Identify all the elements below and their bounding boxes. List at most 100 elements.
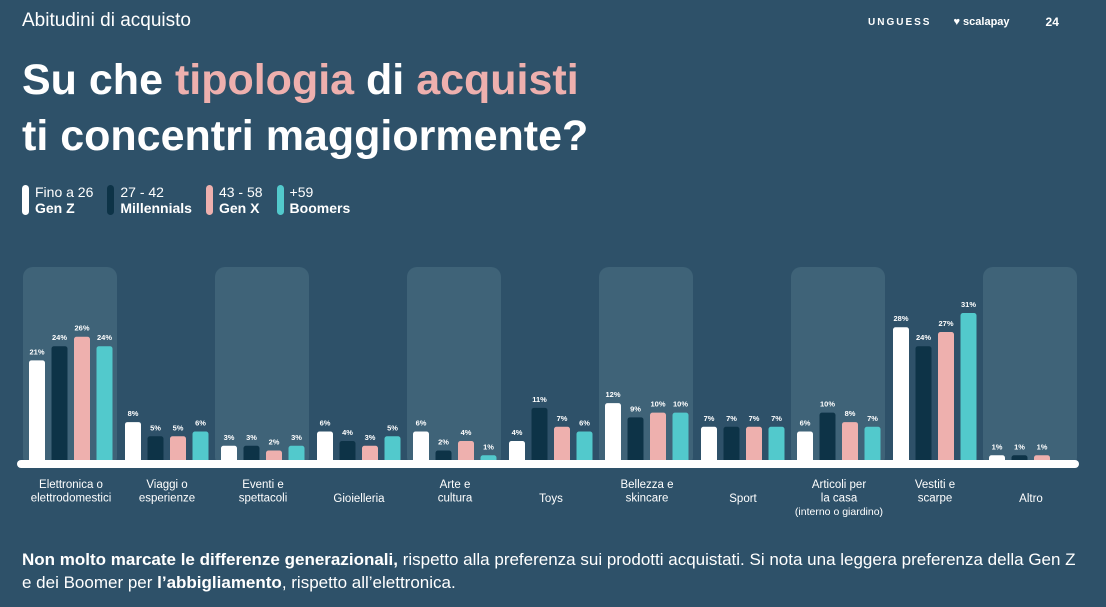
title-line-2: ti concentri maggiormente? <box>22 112 589 160</box>
bar <box>746 426 762 464</box>
bar <box>723 426 740 464</box>
bar <box>576 431 593 464</box>
footnote-bold: Non molto marcate le differenze generazi… <box>22 550 398 569</box>
bar <box>531 407 548 464</box>
legend-item-boomers: +59 Boomers <box>276 184 350 216</box>
bar <box>413 431 429 464</box>
scalapay-logo: ♥ scalapay <box>953 16 1009 28</box>
category-label: Arte e <box>440 479 471 491</box>
bar <box>51 346 68 464</box>
category-label: scarpe <box>918 493 953 505</box>
category-label: spettacoli <box>239 493 288 505</box>
data-label: 2% <box>438 438 449 447</box>
bar <box>842 422 858 464</box>
bar <box>915 346 932 464</box>
legend-swatch <box>276 185 284 215</box>
legend-swatch <box>107 185 115 215</box>
page-number: 24 <box>1045 15 1059 29</box>
legend-item-gen-z: Fino a 26 Gen Z <box>22 184 93 216</box>
chart-legend: Fino a 26 Gen Z 27 - 42 Millennials 43 - 5… <box>22 184 350 216</box>
data-label: 4% <box>461 428 472 437</box>
category-label: (interno o giardino) <box>795 506 883 518</box>
data-label: 21% <box>29 347 44 356</box>
data-label: 6% <box>320 419 331 428</box>
bar <box>797 431 813 464</box>
bar <box>458 441 474 464</box>
data-label: 1% <box>483 442 494 451</box>
category-label: la casa <box>821 493 858 505</box>
bar <box>893 327 909 464</box>
bar <box>317 431 333 464</box>
header-logos: UNGUESS ♥ scalapay 24 <box>868 15 1059 29</box>
unguess-logo: UNGUESS <box>868 16 932 28</box>
data-label: 1% <box>1014 442 1025 451</box>
legend-name: Gen Z <box>35 200 75 216</box>
data-label: 28% <box>893 314 908 323</box>
legend-swatch <box>205 185 213 215</box>
legend-name: Millennials <box>120 200 192 216</box>
legend-swatch <box>22 185 29 215</box>
data-label: 10% <box>820 400 835 409</box>
legend-item-gen-x: 43 - 58 Gen X <box>205 184 263 216</box>
data-label: 7% <box>771 414 782 423</box>
category-label: elettrodomestici <box>31 493 112 505</box>
bar <box>768 426 785 464</box>
category-band <box>407 267 501 467</box>
category-label: Toys <box>539 493 563 505</box>
category-label: skincare <box>626 493 669 505</box>
bar <box>29 360 45 464</box>
bar-chart: 21% 24% 26% 24% 8% 5% 5% 6% 3% 3% 2% 3% 6% 4% 3% 5% 6% 2%… <box>17 267 1079 518</box>
data-label: 5% <box>173 423 184 432</box>
data-label: 8% <box>845 409 856 418</box>
data-label: 27% <box>938 319 953 328</box>
bar <box>192 431 209 464</box>
baseline <box>17 460 1079 468</box>
data-label: 7% <box>749 414 760 423</box>
title-part: Su che <box>22 56 175 104</box>
category-band <box>983 267 1077 467</box>
legend-range: 43 - 58 <box>218 184 263 200</box>
data-label: 24% <box>97 333 112 342</box>
bar <box>650 412 666 464</box>
category-label: Bellezza e <box>620 479 673 491</box>
legend-range: 27 - 42 <box>120 184 164 200</box>
data-label: 7% <box>557 414 568 423</box>
bar <box>672 412 689 464</box>
data-label: 24% <box>916 333 931 342</box>
data-label: 3% <box>224 433 235 442</box>
data-label: 3% <box>291 433 302 442</box>
data-label: 3% <box>365 433 376 442</box>
heart-icon: ♥ <box>953 16 960 28</box>
bar <box>554 426 570 464</box>
data-label: 10% <box>650 400 665 409</box>
data-label: 6% <box>579 419 590 428</box>
bar <box>864 426 881 464</box>
bar <box>147 436 164 464</box>
data-label: 1% <box>992 442 1003 451</box>
category-band <box>791 267 885 467</box>
data-label: 26% <box>74 324 89 333</box>
section-title: Abitudini di acquisto <box>22 10 191 31</box>
bar <box>362 445 378 464</box>
data-label: 7% <box>704 414 715 423</box>
category-label: Gioielleria <box>333 493 385 505</box>
data-label: 31% <box>961 300 976 309</box>
category-label: Altro <box>1019 493 1043 505</box>
category-label: Sport <box>729 493 757 505</box>
data-label: 12% <box>605 390 620 399</box>
title-highlight: tipologia <box>174 56 355 104</box>
data-label: 6% <box>800 419 811 428</box>
footnote-bold: l’abbigliamento <box>157 573 282 592</box>
title-highlight: acquisti <box>416 56 579 104</box>
data-label: 10% <box>673 400 688 409</box>
data-label: 5% <box>387 423 398 432</box>
data-label: 11% <box>532 395 547 404</box>
bar <box>960 313 977 464</box>
data-label: 1% <box>1037 442 1048 451</box>
category-label: Vestiti e <box>915 479 955 491</box>
data-label: 4% <box>512 428 523 437</box>
data-label: 7% <box>867 414 878 423</box>
data-label: 2% <box>269 438 280 447</box>
legend-name: Gen X <box>218 200 260 216</box>
category-band <box>23 267 117 467</box>
